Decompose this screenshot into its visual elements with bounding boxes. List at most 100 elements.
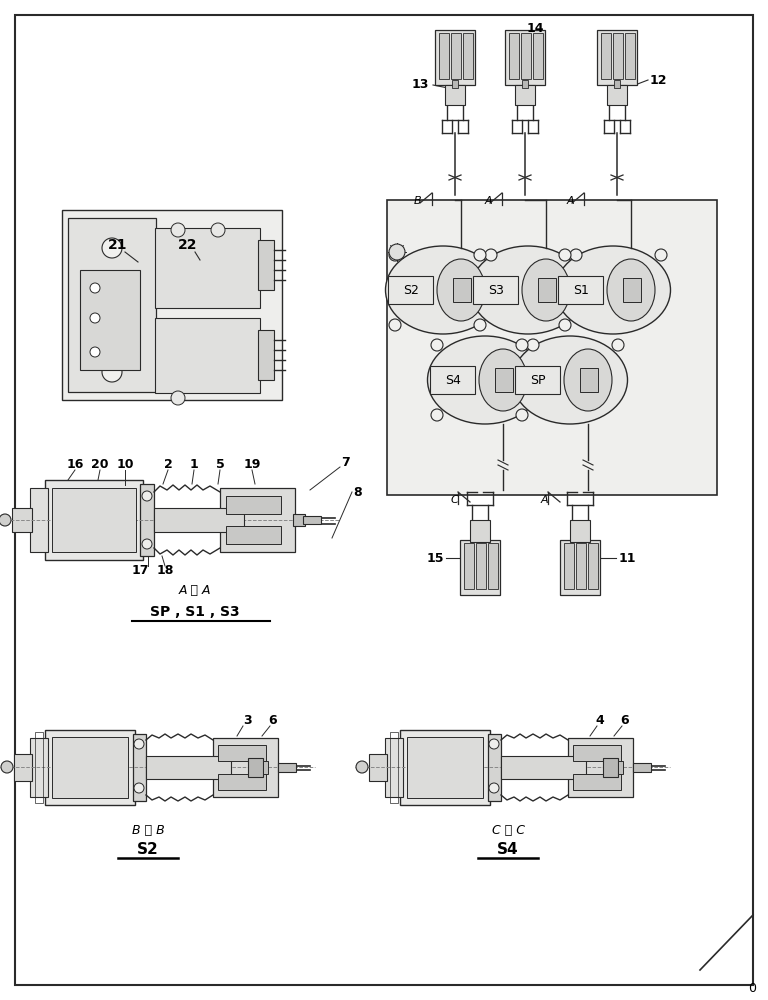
Circle shape	[171, 223, 185, 237]
Text: 7: 7	[341, 456, 349, 468]
Bar	[470, 520, 490, 542]
Bar	[464, 543, 474, 589]
Circle shape	[90, 283, 100, 293]
Bar	[387, 200, 717, 495]
Bar	[12, 508, 32, 532]
Text: S3: S3	[488, 284, 504, 296]
Bar	[263, 761, 268, 774]
Circle shape	[142, 491, 152, 501]
Bar	[62, 210, 282, 400]
Bar	[68, 218, 156, 392]
Bar	[568, 738, 633, 797]
Bar	[226, 496, 281, 514]
Circle shape	[489, 739, 499, 749]
Bar	[80, 270, 140, 370]
Bar	[460, 540, 500, 595]
Text: C: C	[450, 495, 458, 505]
Circle shape	[559, 249, 571, 261]
Text: 3: 3	[243, 714, 253, 726]
Circle shape	[474, 319, 486, 331]
Text: SP , S1 , S3: SP , S1 , S3	[151, 605, 240, 619]
Bar	[603, 758, 618, 777]
Bar	[30, 738, 48, 797]
Circle shape	[356, 761, 368, 773]
Bar	[303, 516, 321, 524]
Ellipse shape	[512, 336, 627, 424]
Circle shape	[102, 362, 122, 382]
Text: 19: 19	[243, 458, 260, 472]
Bar	[476, 543, 486, 589]
Bar	[154, 508, 244, 532]
Circle shape	[489, 783, 499, 793]
Bar	[607, 85, 627, 105]
Bar	[452, 80, 458, 88]
Circle shape	[431, 339, 443, 351]
Ellipse shape	[428, 336, 542, 424]
Bar	[155, 228, 260, 308]
Bar	[248, 758, 263, 777]
Text: S1: S1	[573, 284, 589, 296]
Text: 14: 14	[526, 21, 544, 34]
Bar	[52, 737, 128, 798]
Text: 0: 0	[748, 982, 756, 994]
Circle shape	[431, 409, 443, 421]
Circle shape	[389, 319, 401, 331]
Text: B: B	[414, 196, 422, 206]
Ellipse shape	[564, 349, 612, 411]
Bar	[573, 745, 621, 761]
Bar	[597, 30, 637, 85]
Text: S2: S2	[403, 284, 419, 296]
Text: 15: 15	[426, 552, 444, 564]
Circle shape	[516, 409, 528, 421]
Bar	[570, 520, 590, 542]
Text: 16: 16	[66, 458, 84, 472]
Bar	[580, 368, 598, 392]
Bar	[601, 33, 611, 79]
Circle shape	[655, 249, 667, 261]
Bar	[430, 366, 475, 394]
Bar	[533, 33, 543, 79]
Ellipse shape	[522, 259, 570, 321]
Bar	[451, 33, 461, 79]
Bar	[385, 738, 403, 797]
Bar	[633, 763, 651, 772]
Text: A: A	[484, 196, 492, 206]
Bar	[278, 763, 296, 772]
Text: S4: S4	[497, 842, 519, 857]
Text: 10: 10	[116, 458, 134, 472]
Bar	[369, 754, 387, 781]
Bar	[133, 734, 146, 801]
Text: 6: 6	[269, 714, 277, 726]
Bar	[613, 33, 623, 79]
Text: 22: 22	[178, 238, 197, 252]
Text: 8: 8	[354, 486, 362, 498]
Circle shape	[0, 514, 11, 526]
Bar	[220, 488, 295, 552]
Text: 2: 2	[164, 458, 172, 472]
Circle shape	[134, 783, 144, 793]
Text: A: A	[566, 196, 574, 206]
Circle shape	[570, 249, 582, 261]
Bar	[293, 514, 305, 526]
Circle shape	[211, 223, 225, 237]
Bar	[588, 543, 598, 589]
Bar	[564, 543, 574, 589]
Bar	[45, 730, 135, 805]
Text: A ～ A: A ～ A	[179, 584, 211, 596]
Bar	[501, 756, 586, 779]
Circle shape	[90, 313, 100, 323]
Bar	[218, 774, 266, 790]
Circle shape	[485, 249, 497, 261]
Text: 17: 17	[131, 564, 149, 576]
Bar	[30, 488, 48, 552]
Bar	[521, 33, 531, 79]
Text: 20: 20	[91, 458, 109, 472]
Text: 13: 13	[412, 79, 429, 92]
Bar	[258, 240, 274, 290]
Bar	[52, 488, 136, 552]
Text: S4: S4	[445, 373, 461, 386]
Bar	[625, 33, 635, 79]
Bar	[140, 484, 154, 556]
Circle shape	[474, 249, 486, 261]
Text: 5: 5	[216, 458, 224, 472]
